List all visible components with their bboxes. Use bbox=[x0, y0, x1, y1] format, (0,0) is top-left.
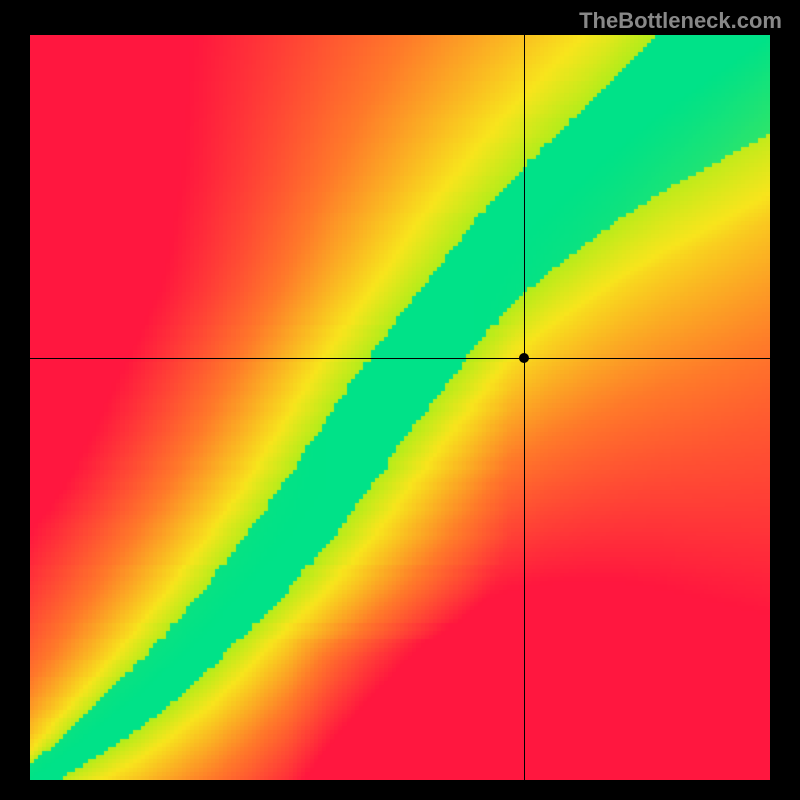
heatmap-canvas bbox=[30, 35, 770, 780]
plot-area bbox=[30, 35, 770, 780]
crosshair-marker bbox=[519, 353, 529, 363]
chart-container: TheBottleneck.com bbox=[0, 0, 800, 800]
watermark-text: TheBottleneck.com bbox=[579, 8, 782, 34]
crosshair-horizontal bbox=[30, 358, 770, 359]
crosshair-vertical bbox=[524, 35, 525, 780]
